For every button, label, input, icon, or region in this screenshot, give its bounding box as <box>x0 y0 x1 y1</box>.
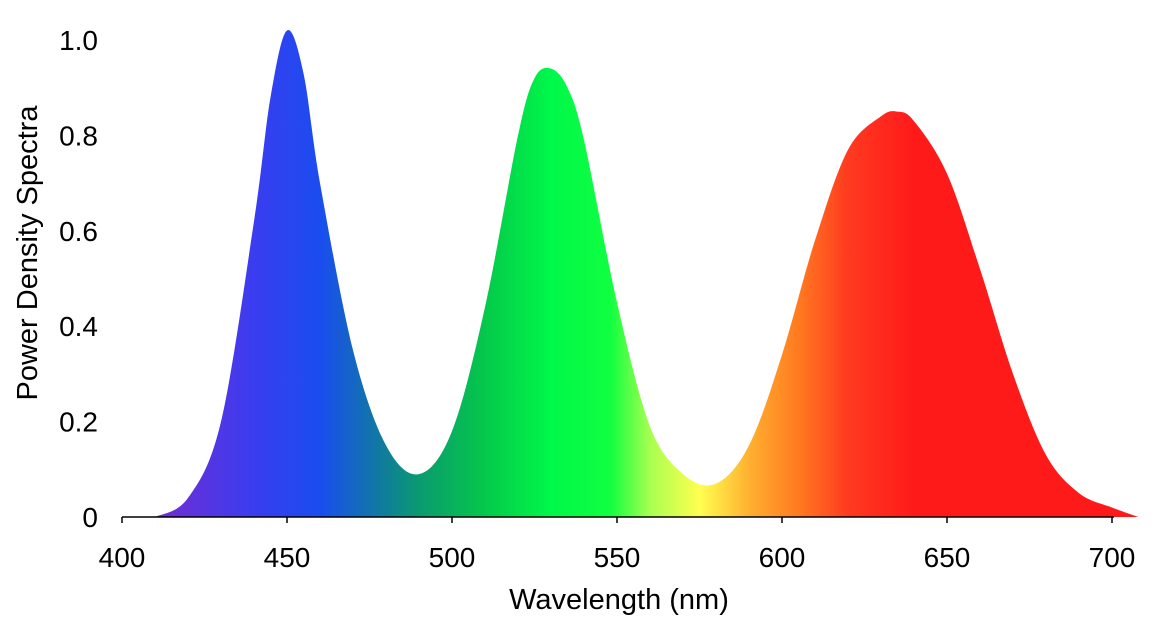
y-tick-label: 0.2 <box>59 407 98 438</box>
x-tick-label: 650 <box>924 542 971 573</box>
spectrum-area <box>155 30 1139 518</box>
y-tick-label: 1.0 <box>59 25 98 56</box>
x-ticks: 400 450 500 550 600 650 700 <box>99 517 1136 573</box>
x-tick-label: 600 <box>759 542 806 573</box>
y-tick-label: 0 <box>82 502 98 533</box>
y-tick-label: 0.6 <box>59 216 98 247</box>
x-tick-label: 500 <box>429 542 476 573</box>
x-tick-label: 700 <box>1089 542 1136 573</box>
x-tick-label: 450 <box>264 542 311 573</box>
x-tick-label: 550 <box>594 542 641 573</box>
y-tick-label: 0.8 <box>59 120 98 151</box>
y-tick-label: 0.4 <box>59 311 98 342</box>
x-axis-title: Wavelength (nm) <box>509 584 729 616</box>
plot-area <box>155 30 1139 518</box>
y-ticks: 0 0.2 0.4 0.6 0.8 1.0 <box>59 25 98 533</box>
y-axis-title: Power Density Spectra <box>12 105 44 401</box>
x-tick-label: 400 <box>99 542 146 573</box>
